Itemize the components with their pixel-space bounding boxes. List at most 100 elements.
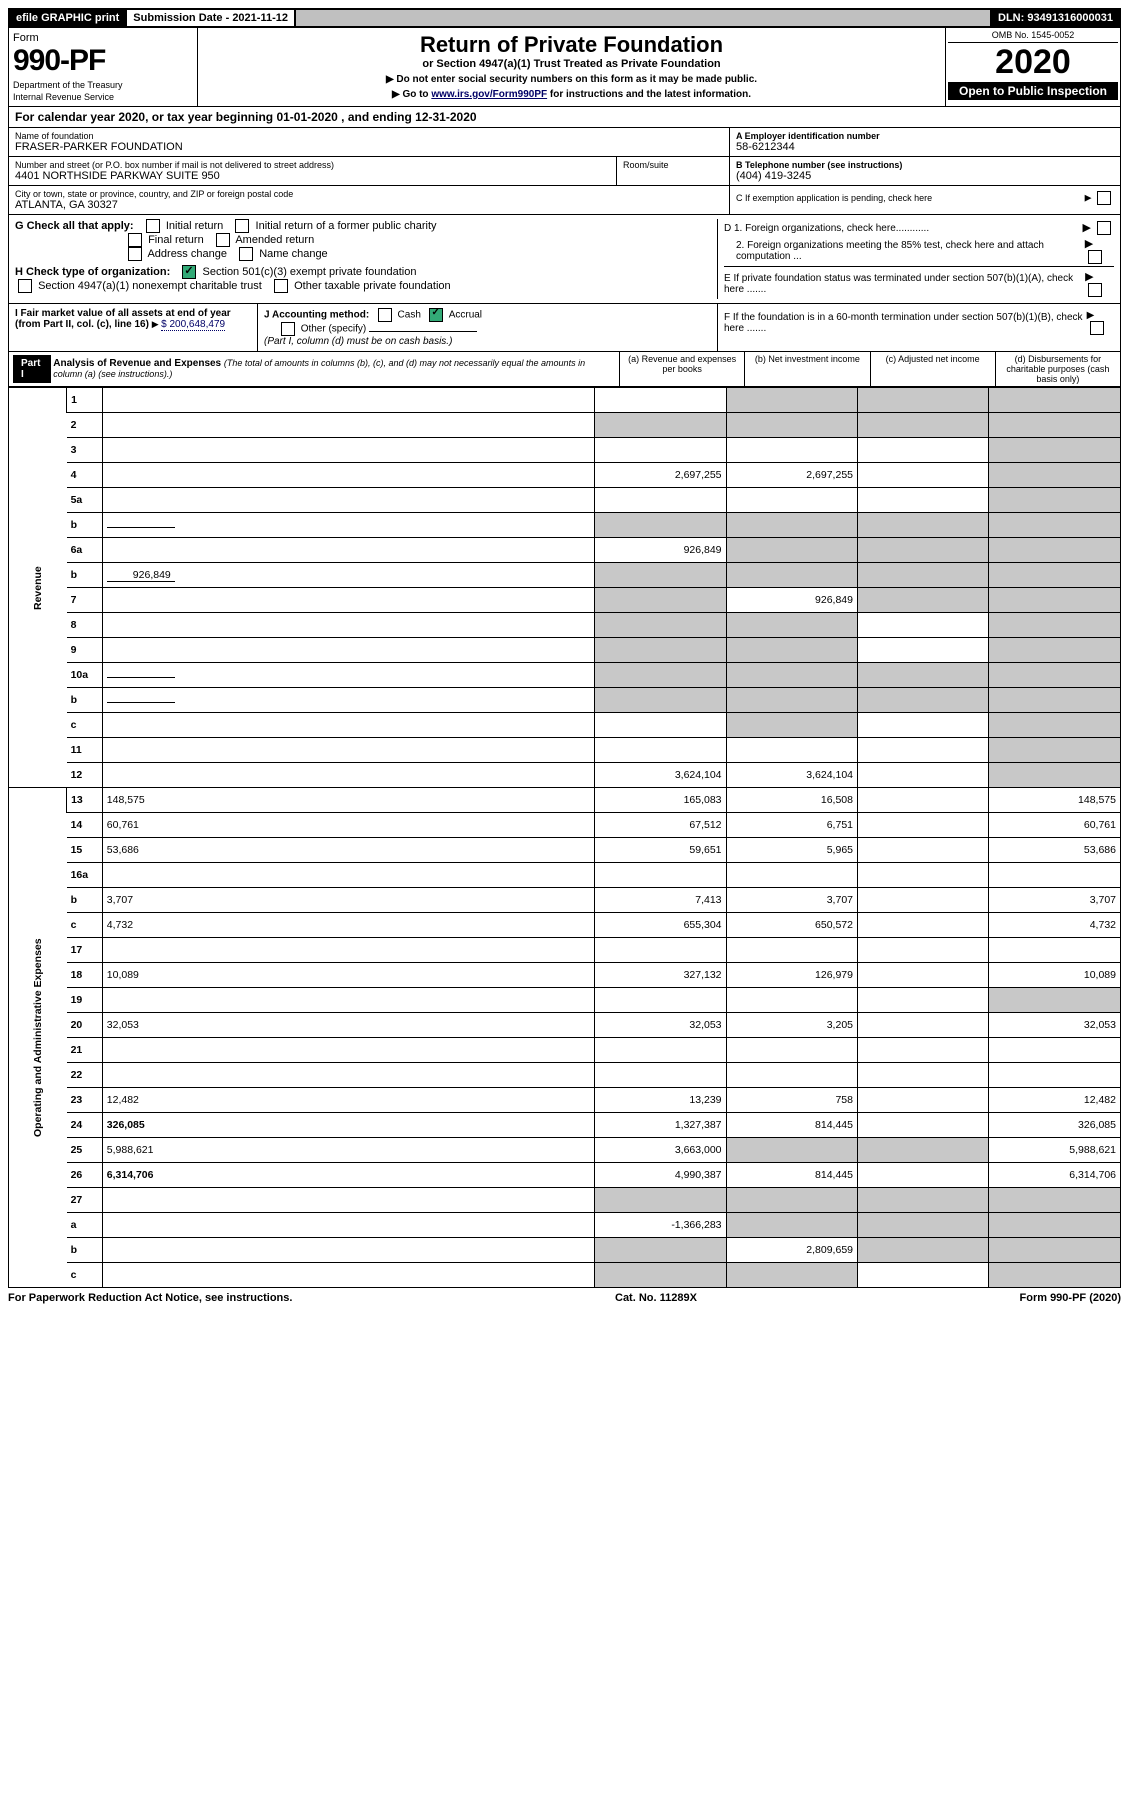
other-method-checkbox[interactable] xyxy=(281,322,295,336)
line-description: 4,732 xyxy=(102,913,594,938)
final-return-label: Final return xyxy=(148,234,204,246)
part1-header: Part I Analysis of Revenue and Expenses … xyxy=(8,352,1121,387)
col-c-cell xyxy=(858,863,989,888)
col-d-cell xyxy=(989,563,1121,588)
line-description xyxy=(102,988,594,1013)
amended-checkbox[interactable] xyxy=(216,233,230,247)
col-a-cell xyxy=(595,1263,726,1288)
spacer xyxy=(296,10,992,26)
name-change-checkbox[interactable] xyxy=(239,247,253,261)
table-row: 8 xyxy=(9,613,1121,638)
col-d-cell: 32,053 xyxy=(989,1013,1121,1038)
table-row: 255,988,6213,663,0005,988,621 xyxy=(9,1138,1121,1163)
table-row: b2,809,659 xyxy=(9,1238,1121,1263)
accrual-checkbox[interactable] xyxy=(429,308,443,322)
e-label: E If private foundation status was termi… xyxy=(724,273,1085,295)
line-description xyxy=(102,663,594,688)
c-checkbox[interactable] xyxy=(1097,191,1111,205)
header-right: OMB No. 1545-0052 2020 Open to Public In… xyxy=(945,28,1120,106)
col-d-cell: 60,761 xyxy=(989,813,1121,838)
e-checkbox[interactable] xyxy=(1088,283,1102,297)
form-subtitle: or Section 4947(a)(1) Trust Treated as P… xyxy=(202,58,941,70)
addr-change-checkbox[interactable] xyxy=(128,247,142,261)
checks-right: D 1. Foreign organizations, check here..… xyxy=(717,219,1114,299)
table-row: 1810,089327,132126,97910,089 xyxy=(9,963,1121,988)
accounting-method: J Accounting method: Cash Accrual Other … xyxy=(258,304,718,351)
room-field: Room/suite xyxy=(617,157,729,185)
4947-label: Section 4947(a)(1) nonexempt charitable … xyxy=(38,280,262,292)
col-a-cell xyxy=(595,513,726,538)
col-d-header: (d) Disbursements for charitable purpose… xyxy=(995,352,1120,386)
col-a-cell xyxy=(595,413,726,438)
col-d-cell xyxy=(989,988,1121,1013)
table-row: 1460,76167,5126,75160,761 xyxy=(9,813,1121,838)
col-d-cell xyxy=(989,1188,1121,1213)
col-c-cell xyxy=(858,663,989,688)
table-row: 2312,48213,23975812,482 xyxy=(9,1088,1121,1113)
col-b-cell: 926,849 xyxy=(726,588,857,613)
table-row: c xyxy=(9,713,1121,738)
initial-former-checkbox[interactable] xyxy=(235,219,249,233)
form-word: Form xyxy=(13,32,193,44)
other-taxable-checkbox[interactable] xyxy=(274,279,288,293)
col-c-cell xyxy=(858,688,989,713)
col-a-cell xyxy=(595,1188,726,1213)
table-row: b xyxy=(9,688,1121,713)
col-c-cell xyxy=(858,938,989,963)
table-row: 11 xyxy=(9,738,1121,763)
line-number: 14 xyxy=(67,813,103,838)
cash-checkbox[interactable] xyxy=(378,308,392,322)
line-number: 12 xyxy=(67,763,103,788)
line-description: 53,686 xyxy=(102,838,594,863)
4947-checkbox[interactable] xyxy=(18,279,32,293)
col-b-header: (b) Net investment income xyxy=(744,352,869,386)
col-c-cell xyxy=(858,713,989,738)
part1-label: Part I xyxy=(13,355,51,383)
col-b-cell: 814,445 xyxy=(726,1113,857,1138)
col-c-cell xyxy=(858,813,989,838)
line-description xyxy=(102,1263,594,1288)
final-return-checkbox[interactable] xyxy=(128,233,142,247)
efile-tag: efile GRAPHIC print xyxy=(10,10,127,26)
col-b-cell xyxy=(726,1063,857,1088)
col-a-cell xyxy=(595,488,726,513)
col-a-cell: 13,239 xyxy=(595,1088,726,1113)
line-number: 20 xyxy=(67,1013,103,1038)
line-number: b xyxy=(67,888,103,913)
col-a-cell: 3,624,104 xyxy=(595,763,726,788)
line-description: 5,988,621 xyxy=(102,1138,594,1163)
table-row: c4,732655,304650,5724,732 xyxy=(9,913,1121,938)
col-d-cell xyxy=(989,463,1121,488)
line-number: 16a xyxy=(67,863,103,888)
col-b-cell xyxy=(726,863,857,888)
f-checkbox[interactable] xyxy=(1090,321,1104,335)
table-row: 16a xyxy=(9,863,1121,888)
col-d-cell xyxy=(989,388,1121,413)
col-d-cell: 326,085 xyxy=(989,1113,1121,1138)
col-c-cell xyxy=(858,438,989,463)
col-a-cell xyxy=(595,638,726,663)
col-b-cell: 3,624,104 xyxy=(726,763,857,788)
table-row: a-1,366,283 xyxy=(9,1213,1121,1238)
col-c-cell xyxy=(858,413,989,438)
col-d-cell xyxy=(989,438,1121,463)
col-d-cell xyxy=(989,413,1121,438)
name-label: Name of foundation xyxy=(15,131,94,141)
col-b-cell xyxy=(726,1188,857,1213)
line-description xyxy=(102,1063,594,1088)
line-number: b xyxy=(67,563,103,588)
col-c-cell xyxy=(858,488,989,513)
501c3-checkbox[interactable] xyxy=(182,265,196,279)
note-goto-prefix: ▶ Go to xyxy=(392,89,431,100)
table-row: 42,697,2552,697,255 xyxy=(9,463,1121,488)
irs-link[interactable]: www.irs.gov/Form990PF xyxy=(431,89,547,100)
fmv-value: $ 200,648,479 xyxy=(161,319,225,331)
d2-checkbox[interactable] xyxy=(1088,250,1102,264)
d1-checkbox[interactable] xyxy=(1097,221,1111,235)
note-goto: ▶ Go to www.irs.gov/Form990PF for instru… xyxy=(202,89,941,100)
initial-return-checkbox[interactable] xyxy=(146,219,160,233)
col-d-cell: 6,314,706 xyxy=(989,1163,1121,1188)
form-title: Return of Private Foundation xyxy=(202,32,941,58)
col-c-cell xyxy=(858,788,989,813)
col-c-cell xyxy=(858,613,989,638)
